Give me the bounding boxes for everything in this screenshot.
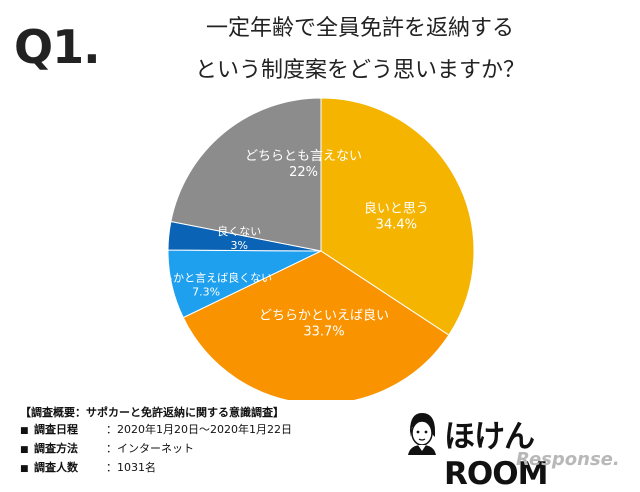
pie-slice (182, 250, 450, 400)
slice-label: どちらかといえば良い (259, 307, 389, 323)
question-label: Q1. (14, 20, 101, 74)
bullet-icon: ■ (20, 426, 29, 436)
survey-heading: 【調査概要：サポカーと免許返納に関する意識調査】 (20, 406, 284, 419)
mascot-icon (408, 413, 436, 455)
survey-row-method: ■ 調査方法 ：インターネット (20, 440, 292, 459)
slice-label: 良いと思う (364, 201, 429, 217)
brand-sub: Response. (516, 449, 620, 470)
brand-logo: ほけんROOM Response. (400, 405, 630, 492)
survey-key: 調査方法 (34, 442, 78, 455)
slice-value-label: 22% (289, 165, 318, 180)
slice-label: どちらとも言えない (245, 149, 362, 164)
survey-value: ：1031名 (106, 461, 156, 474)
slice-label: 良くない (217, 224, 261, 238)
pie-slice (170, 97, 322, 252)
bullet-icon: ■ (20, 445, 29, 455)
survey-key: 調査人数 (34, 461, 78, 474)
survey-value: ：インターネット (106, 442, 194, 455)
chart-title-line-2: という制度案をどう思いますか？ (194, 58, 525, 83)
chart-title-line-1: 一定年齢で全員免許を返納する (205, 16, 514, 41)
slice-label: どちらかと言えば良くない (140, 271, 272, 285)
survey-row-schedule: ■ 調査日程 ：2020年1月20日〜2020年1月22日 (20, 421, 292, 440)
survey-summary: 【調査概要：サポカーと免許返納に関する意識調査】 ■ 調査日程 ：2020年1月20… (20, 404, 292, 478)
slice-value-label: 3% (230, 239, 247, 252)
survey-row-count: ■ 調査人数 ：1031名 (20, 459, 292, 478)
survey-value: ：2020年1月20日〜2020年1月22日 (106, 423, 292, 436)
slice-value-label: 7.3% (192, 286, 220, 299)
pie-slices (167, 97, 475, 400)
slice-value-label: 33.7% (303, 324, 344, 339)
bullet-icon: ■ (20, 464, 29, 474)
survey-key: 調査日程 (34, 423, 78, 436)
slice-value-label: 34.4% (376, 218, 417, 233)
